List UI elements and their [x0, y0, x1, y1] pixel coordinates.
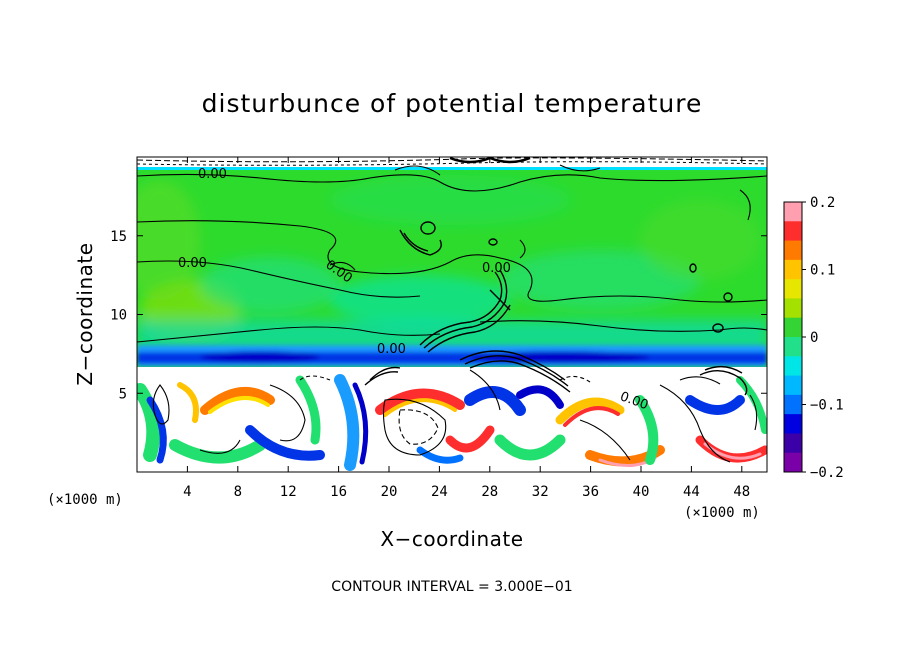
x-tick-label: 48 — [733, 484, 750, 500]
x-tick-label: 32 — [532, 484, 549, 500]
colorbar-tick-label: 0 — [810, 330, 818, 346]
contour-label: 0.00 — [178, 256, 207, 271]
x-axis: 4 8 12 16 20 24 28 32 36 40 44 48 — [183, 157, 750, 500]
colorbar — [783, 201, 803, 473]
colorbar-swatch — [784, 433, 802, 454]
boundary-layer-eddies — [137, 374, 767, 471]
colorbar-swatch — [784, 394, 802, 415]
chart-title: disturbunce of potential temperature — [202, 89, 703, 118]
colorbar-swatch — [784, 337, 802, 357]
colorbar-swatch — [784, 317, 802, 338]
contour-label: 0.00 — [198, 167, 227, 182]
x-tick-label: 20 — [381, 484, 398, 500]
colorbar-swatch — [784, 279, 802, 299]
colorbar-swatch — [784, 240, 802, 261]
colorbar-swatch — [784, 452, 802, 473]
colorbar-ticks: 0.2 0.1 0 −0.1 −0.2 — [802, 195, 844, 481]
colorbar-swatch — [784, 202, 802, 222]
x-unit-label: (×1000 m) — [47, 492, 123, 508]
plot-area: 0.00 0.00 0.00 0.00 0.00 0.00 — [137, 157, 767, 472]
dense-contours — [364, 221, 748, 396]
x-tick-label: 44 — [683, 484, 700, 500]
contour-interval-note: CONTOUR INTERVAL = 3.000E−01 — [331, 579, 572, 595]
y-tick-label: 5 — [119, 386, 127, 402]
colorbar-tick-label: 0.1 — [810, 263, 835, 279]
y-tick-label: 10 — [110, 308, 127, 324]
x-tick-label: 40 — [633, 484, 650, 500]
colorbar-swatch — [784, 375, 802, 396]
x-tick-label: 28 — [481, 484, 498, 500]
y-axis: 5 10 15 — [110, 229, 767, 402]
y-tick-label: 15 — [110, 229, 127, 245]
contour-label: 0.00 — [377, 342, 406, 357]
colorbar-swatch — [784, 356, 802, 377]
inversion-band — [137, 345, 767, 367]
colorbar-swatch — [784, 221, 802, 242]
colorbar-swatch — [784, 298, 802, 319]
colorbar-tick-label: 0.2 — [810, 195, 835, 211]
x-tick-label: 16 — [330, 484, 347, 500]
colorbar-tick-label: −0.2 — [810, 465, 844, 481]
x-tick-label: 8 — [234, 484, 242, 500]
x-axis-label: X−coordinate — [380, 527, 523, 551]
x-tick-label: 12 — [280, 484, 297, 500]
top-boundary-band — [137, 157, 767, 167]
colorbar-swatch — [784, 414, 802, 434]
x-tick-label: 36 — [582, 484, 599, 500]
x-tick-label: 24 — [431, 484, 448, 500]
x-unit-label-right: (×1000 m) — [684, 505, 760, 521]
colorbar-swatch — [784, 259, 802, 280]
y-axis-label: Z−coordinate — [73, 242, 97, 385]
colorbar-tick-label: −0.1 — [810, 398, 844, 414]
x-tick-label: 4 — [183, 484, 191, 500]
contour-label: 0.00 — [482, 261, 511, 276]
